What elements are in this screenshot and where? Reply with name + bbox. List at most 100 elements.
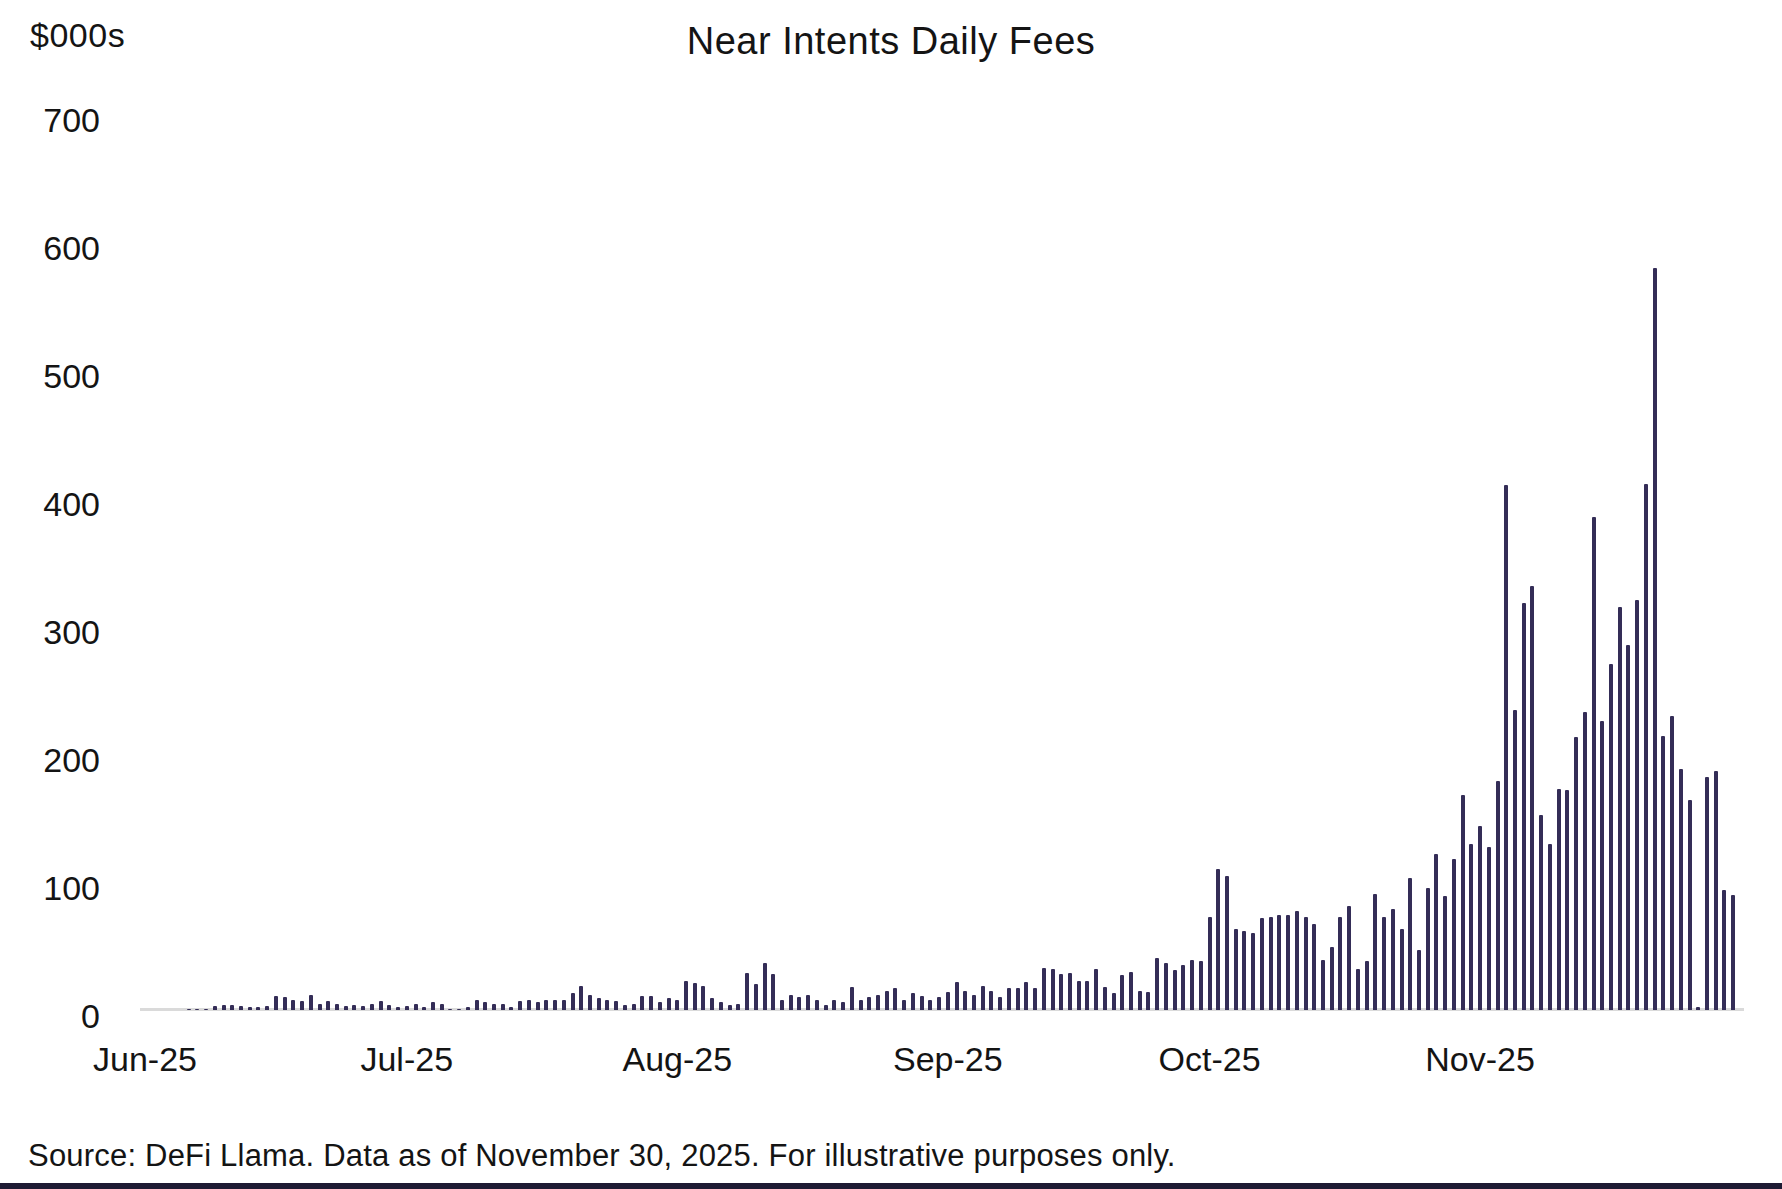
daily-fee-bar xyxy=(1487,847,1491,1010)
daily-fee-bar xyxy=(1216,869,1220,1010)
daily-fee-bar xyxy=(885,991,889,1010)
daily-fee-bar xyxy=(1408,878,1412,1010)
daily-fee-bar xyxy=(902,1000,906,1010)
daily-fee-bar xyxy=(1539,815,1543,1010)
daily-fee-bar xyxy=(1417,950,1421,1010)
daily-fee-bar xyxy=(1504,485,1508,1010)
daily-fee-bar xyxy=(780,1000,784,1010)
daily-fee-bar xyxy=(527,1000,531,1010)
daily-fee-bar xyxy=(937,997,941,1010)
daily-fee-bar xyxy=(981,986,985,1010)
daily-fee-bar xyxy=(448,1009,452,1010)
daily-fee-bar xyxy=(501,1004,505,1010)
daily-fee-bar xyxy=(1199,961,1203,1010)
daily-fee-bar xyxy=(274,996,278,1010)
daily-fee-bar xyxy=(248,1007,252,1010)
daily-fee-bar xyxy=(1260,918,1264,1010)
daily-fee-bar xyxy=(1234,929,1238,1010)
source-note: Source: DeFi Llama. Data as of November … xyxy=(28,1138,1176,1174)
daily-fee-bar xyxy=(1208,917,1212,1010)
daily-fee-bar xyxy=(1583,712,1587,1010)
daily-fee-bar xyxy=(1548,844,1552,1010)
daily-fee-bar xyxy=(614,1001,618,1010)
daily-fee-bar xyxy=(509,1007,513,1010)
daily-fee-bar xyxy=(318,1004,322,1010)
daily-fee-bar xyxy=(1574,737,1578,1010)
daily-fee-bar xyxy=(1051,969,1055,1010)
daily-fee-bar xyxy=(1016,988,1020,1010)
daily-fee-bar xyxy=(1033,988,1037,1010)
x-axis-month-label: Jun-25 xyxy=(93,1040,197,1079)
daily-fee-bar xyxy=(335,1004,339,1010)
daily-fee-bar xyxy=(649,996,653,1010)
daily-fee-bar xyxy=(326,1001,330,1010)
daily-fee-bar xyxy=(1644,484,1648,1010)
daily-fee-bar xyxy=(876,995,880,1010)
daily-fee-bar xyxy=(1496,781,1500,1010)
daily-fee-bar xyxy=(946,992,950,1010)
daily-fee-bar xyxy=(1679,769,1683,1010)
daily-fee-bar xyxy=(1277,915,1281,1010)
daily-fee-bar xyxy=(893,988,897,1010)
y-axis-tick-label: 500 xyxy=(0,357,100,396)
daily-fee-bar xyxy=(1077,981,1081,1010)
daily-fee-bar xyxy=(1722,890,1726,1010)
daily-fee-bar xyxy=(920,996,924,1010)
daily-fee-bar xyxy=(911,993,915,1010)
daily-fee-bar xyxy=(352,1005,356,1010)
daily-fee-bar xyxy=(414,1004,418,1010)
daily-fee-bar xyxy=(701,986,705,1010)
daily-fee-bar xyxy=(256,1007,260,1010)
daily-fee-bar xyxy=(370,1004,374,1010)
daily-fee-bar xyxy=(972,995,976,1010)
daily-fee-bar xyxy=(222,1005,226,1010)
daily-fee-bar xyxy=(850,987,854,1010)
daily-fee-bar xyxy=(1434,854,1438,1010)
daily-fee-bar xyxy=(1269,917,1273,1010)
daily-fee-bar xyxy=(195,1009,199,1010)
daily-fee-bar xyxy=(1173,970,1177,1010)
daily-fee-bar xyxy=(1443,896,1447,1010)
daily-fee-bar xyxy=(806,995,810,1010)
daily-fee-bar xyxy=(824,1005,828,1010)
daily-fee-bar xyxy=(1530,586,1534,1010)
daily-fee-bar xyxy=(387,1005,391,1010)
daily-fee-bar xyxy=(1609,664,1613,1010)
daily-fee-bar xyxy=(710,998,714,1010)
daily-fee-bar xyxy=(632,1004,636,1010)
daily-fee-bar xyxy=(1731,895,1735,1010)
daily-fee-bar xyxy=(1365,961,1369,1010)
daily-fee-bar xyxy=(1347,906,1351,1010)
daily-fee-bar xyxy=(431,1002,435,1010)
daily-fee-bar xyxy=(1356,969,1360,1010)
plot-area: 7006005004003002001000Jun-25Jul-25Aug-25… xyxy=(0,0,1782,1189)
daily-fee-bar xyxy=(1024,982,1028,1010)
daily-fee-bar xyxy=(1557,789,1561,1010)
daily-fee-bar xyxy=(763,963,767,1010)
y-axis-tick-label: 200 xyxy=(0,741,100,780)
x-axis-month-label: Aug-25 xyxy=(622,1040,732,1079)
daily-fee-bar xyxy=(658,1002,662,1010)
daily-fee-bar xyxy=(1181,965,1185,1010)
daily-fee-bar xyxy=(396,1007,400,1010)
daily-fee-bar xyxy=(1338,917,1342,1010)
x-axis-month-label: Jul-25 xyxy=(360,1040,453,1079)
daily-fee-bar xyxy=(1600,721,1604,1010)
daily-fee-bar xyxy=(1688,800,1692,1010)
daily-fee-bar xyxy=(719,1002,723,1010)
daily-fee-bar xyxy=(1618,607,1622,1010)
daily-fee-bar xyxy=(300,1001,304,1010)
daily-fee-bar xyxy=(1007,988,1011,1010)
y-axis-tick-label: 400 xyxy=(0,485,100,524)
daily-fee-bar xyxy=(518,1001,522,1010)
daily-fee-bar xyxy=(265,1006,269,1010)
daily-fee-bar xyxy=(955,982,959,1010)
daily-fee-bar xyxy=(283,997,287,1010)
daily-fee-bar xyxy=(536,1002,540,1010)
daily-fee-bar xyxy=(571,993,575,1010)
daily-fee-bar xyxy=(544,1000,548,1010)
daily-fee-bar xyxy=(291,1000,295,1010)
daily-fee-bar xyxy=(239,1006,243,1010)
daily-fee-bar xyxy=(492,1004,496,1010)
daily-fee-bar xyxy=(745,973,749,1010)
